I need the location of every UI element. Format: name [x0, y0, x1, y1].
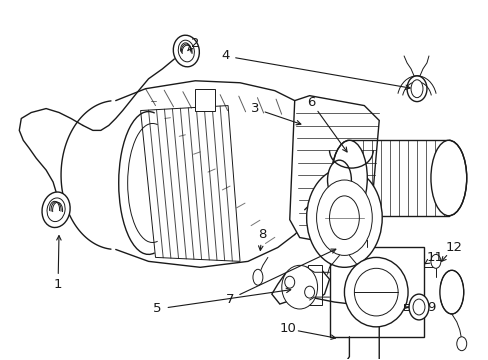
Polygon shape: [329, 247, 423, 337]
Text: 12: 12: [445, 241, 461, 254]
Ellipse shape: [304, 286, 314, 298]
Ellipse shape: [47, 198, 65, 222]
Ellipse shape: [281, 265, 317, 309]
Ellipse shape: [252, 269, 263, 285]
Polygon shape: [195, 89, 215, 111]
Ellipse shape: [406, 76, 426, 102]
Ellipse shape: [456, 337, 466, 351]
Polygon shape: [141, 105, 240, 261]
Ellipse shape: [412, 299, 424, 315]
Text: 10: 10: [279, 322, 296, 336]
Ellipse shape: [316, 180, 371, 255]
Polygon shape: [289, 96, 379, 247]
Ellipse shape: [430, 140, 466, 216]
Polygon shape: [271, 267, 329, 304]
Text: 7: 7: [225, 293, 234, 306]
Text: 11: 11: [426, 251, 443, 264]
Ellipse shape: [439, 270, 463, 314]
Ellipse shape: [178, 40, 194, 62]
Ellipse shape: [331, 140, 366, 216]
Ellipse shape: [410, 80, 422, 98]
Ellipse shape: [329, 196, 359, 239]
Ellipse shape: [408, 294, 428, 320]
Polygon shape: [307, 265, 321, 305]
Ellipse shape: [354, 268, 397, 316]
Ellipse shape: [42, 192, 70, 228]
Text: 2: 2: [191, 37, 199, 50]
Text: 3: 3: [250, 102, 259, 115]
Ellipse shape: [284, 276, 294, 288]
Ellipse shape: [344, 257, 407, 327]
Text: 8: 8: [257, 228, 265, 241]
Ellipse shape: [430, 255, 440, 268]
Text: 6: 6: [307, 96, 315, 109]
Text: 4: 4: [221, 49, 229, 63]
Text: 5: 5: [153, 302, 162, 315]
Ellipse shape: [306, 168, 382, 267]
Ellipse shape: [327, 160, 351, 200]
Text: 1: 1: [54, 278, 62, 291]
Text: 9: 9: [426, 301, 434, 314]
Ellipse shape: [173, 35, 199, 67]
